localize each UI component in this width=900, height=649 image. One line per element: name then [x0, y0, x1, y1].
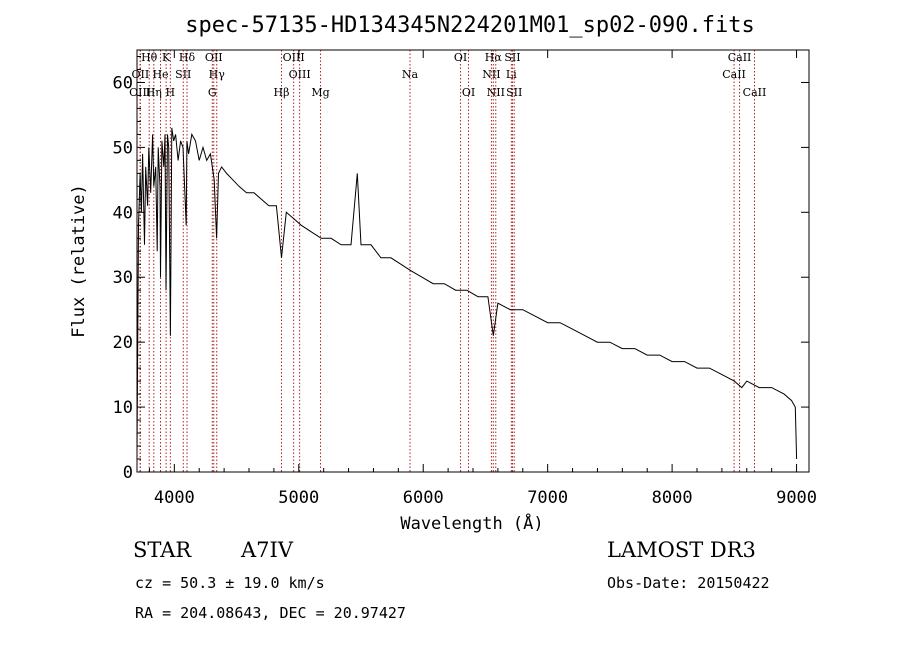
x-tick-label-1: 5000 [278, 488, 319, 508]
chart-title: spec-57135-HD134345N224201M01_sp02-090.f… [185, 13, 755, 38]
x-axis-label: Wavelength (Å) [400, 512, 543, 534]
line-marker-label-2: OIII [129, 86, 151, 99]
y-tick-label-6: 60 [113, 73, 133, 93]
line-marker-label-20: NII [482, 68, 500, 81]
line-marker-label-23: Li [506, 68, 517, 81]
line-marker-label-26: CaII [722, 68, 746, 81]
line-marker-label-6: Hη [146, 86, 162, 99]
object-type: STAR [133, 538, 192, 562]
observation-date: Obs-Date: 20150422 [607, 574, 770, 592]
line-marker-label-9: OII [205, 51, 223, 64]
line-marker-label-25: CaII [728, 51, 752, 64]
spectral-class: A7IV [241, 538, 293, 562]
y-tick-label-0: 0 [123, 463, 133, 483]
line-marker-label-1: OII [132, 68, 150, 81]
line-marker-label-12: Hβ [274, 86, 290, 99]
x-tick-label-4: 8000 [652, 488, 693, 508]
line-marker-label-7: SII [175, 68, 191, 81]
line-marker-label-24: SII [506, 86, 522, 99]
line-marker-label-19: Hα [485, 51, 503, 64]
x-tick-label-3: 7000 [527, 488, 568, 508]
line-marker-label-16: Na [402, 68, 419, 81]
line-marker-label-13: OIII [283, 51, 305, 64]
spectrum-series-line [136, 127, 798, 460]
x-axis-ticks: 4000 5000 6000 7000 8000 9000 [148, 50, 817, 508]
y-tick-label-2: 20 [113, 333, 133, 353]
x-tick-label-0: 4000 [154, 488, 195, 508]
line-marker-label-14: OIII [289, 68, 311, 81]
line-marker-label-22: SII [504, 51, 520, 64]
line-marker-label-18: OI [462, 86, 475, 99]
line-marker-label-15: Mg [311, 86, 329, 99]
line-marker-label-10: Hγ [209, 68, 226, 81]
x-tick-label-2: 6000 [403, 488, 444, 508]
line-marker-label-11: G [208, 86, 217, 99]
line-marker-label-27: CaII [743, 86, 767, 99]
line-marker-label-0: Hθ [141, 51, 158, 64]
line-marker-label-3: He [152, 68, 168, 81]
survey-name: LAMOST DR3 [607, 538, 756, 562]
line-marker-label-4: K [162, 51, 171, 64]
line-marker-label-8: Hδ [179, 51, 196, 64]
line-marker-label-21: NII [487, 86, 505, 99]
x-tick-label-5: 9000 [776, 488, 817, 508]
y-tick-label-4: 40 [113, 203, 133, 223]
line-marker-label-17: OI [454, 51, 467, 64]
redshift-cz: cz = 50.3 ± 19.0 km/s [135, 574, 325, 592]
plot-frame [136, 49, 810, 473]
y-tick-label-1: 10 [113, 398, 133, 418]
line-marker-label-5: H [166, 86, 176, 99]
y-axis-ticks: 0 10 20 30 40 50 60 [113, 55, 809, 483]
y-tick-label-5: 50 [113, 138, 133, 158]
y-axis-label: Flux (relative) [69, 184, 89, 338]
coordinates: RA = 204.08643, DEC = 20.97427 [135, 604, 406, 622]
y-tick-label-3: 30 [113, 268, 133, 288]
line-markers [139, 50, 755, 472]
